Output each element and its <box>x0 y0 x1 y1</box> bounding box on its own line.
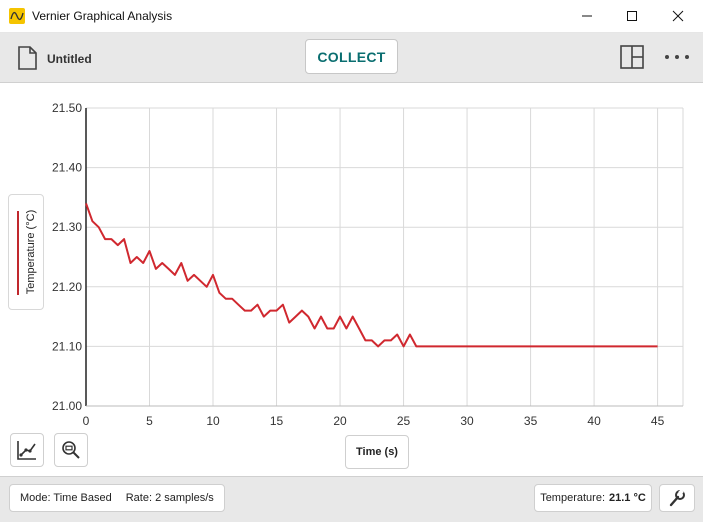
temperature-series-line <box>85 203 658 348</box>
x-tick-label: 30 <box>460 414 474 428</box>
rate-label: Rate: 2 samples/s <box>125 492 214 504</box>
wrench-icon <box>669 489 685 507</box>
x-tick-label: 15 <box>270 414 284 428</box>
x-tick-label: 45 <box>651 414 665 428</box>
mode-rate-button[interactable]: Mode: Time Based Rate: 2 samples/s <box>9 484 225 512</box>
x-tick-label: 10 <box>206 414 220 428</box>
more-icon[interactable] <box>662 47 692 67</box>
collect-button[interactable]: COLLECT <box>305 39 398 74</box>
x-tick-label: 20 <box>333 414 347 428</box>
sensor-meter[interactable]: Temperature: 21.1 °C <box>534 484 652 512</box>
close-button[interactable] <box>655 0 701 32</box>
y-tick-label: 21.20 <box>52 280 82 294</box>
minimize-button[interactable] <box>564 0 610 32</box>
x-tick-label: 40 <box>587 414 601 428</box>
x-tick-label: 35 <box>524 414 538 428</box>
y-axis-label-button[interactable]: Temperature (°C) <box>8 194 44 310</box>
series-color-indicator <box>17 211 19 295</box>
document-name[interactable]: Untitled <box>47 52 92 66</box>
temperature-chart[interactable]: 0 5 10 15 20 25 30 35 40 45 21.00 21.10 21.20 21.30 21… <box>0 0 703 476</box>
x-axis-label: Time (s) <box>356 446 398 458</box>
window-title: Vernier Graphical Analysis <box>32 9 173 23</box>
graph-area <box>0 83 703 475</box>
maximize-button[interactable] <box>609 0 655 32</box>
document-icon[interactable] <box>16 46 38 70</box>
vernier-logo-icon <box>9 8 25 24</box>
sensor-value: 21.1 °C <box>609 492 646 504</box>
status-bar: Mode: Time Based Rate: 2 samples/s Tempe… <box>0 476 703 522</box>
sensor-label: Temperature: <box>540 492 605 504</box>
x-axis-label-button[interactable]: Time (s) <box>345 435 409 469</box>
y-tick-label: 21.50 <box>52 101 82 115</box>
toolbar: Untitled COLLECT <box>0 33 703 83</box>
title-bar: Vernier Graphical Analysis <box>0 0 703 33</box>
close-icon <box>672 10 684 22</box>
layout-icon[interactable] <box>619 43 645 71</box>
mode-label: Mode: Time Based <box>20 492 112 504</box>
graph-options-button[interactable] <box>10 433 44 467</box>
y-axis-label: Temperature (°C) <box>25 209 37 295</box>
sensor-settings-button[interactable] <box>659 484 695 512</box>
y-tick-label: 21.10 <box>52 339 82 353</box>
minimize-icon <box>582 15 592 17</box>
maximize-icon <box>627 11 637 21</box>
zoom-button[interactable] <box>54 433 88 467</box>
zoom-icon <box>62 441 80 459</box>
x-tick-label: 5 <box>146 414 153 428</box>
y-tick-label: 21.40 <box>52 161 82 175</box>
y-tick-label: 21.30 <box>52 220 82 234</box>
y-tick-label: 21.00 <box>52 399 82 413</box>
x-tick-label: 25 <box>397 414 411 428</box>
x-tick-label: 0 <box>83 414 90 428</box>
graph-options-icon <box>17 441 36 460</box>
